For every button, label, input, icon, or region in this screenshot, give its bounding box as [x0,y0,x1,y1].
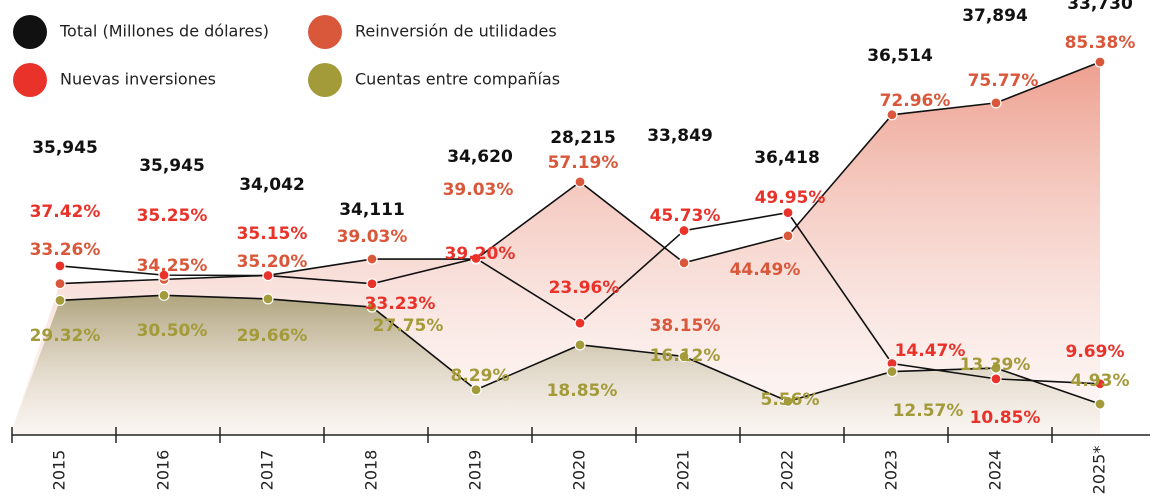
point [886,109,898,121]
data-label: 35.25% [137,206,208,226]
data-label: 16.12% [650,346,721,366]
data-label: 9.69% [1066,342,1125,362]
data-label: 75.77% [968,71,1039,91]
x-tick-label: 2017 [258,450,277,491]
data-label: 57.19% [548,153,619,173]
data-label: 5.56% [761,390,820,410]
x-tick-label: 2024 [986,450,1005,491]
data-label: 33.26% [30,240,101,260]
point [990,373,1002,385]
point [574,176,586,188]
point [366,301,378,313]
data-label: 30.50% [137,321,208,341]
point [678,257,690,269]
x-tick-label: 2019 [466,450,485,491]
data-label: 39.03% [443,180,514,200]
data-label: 23.96% [549,278,620,298]
point [366,253,378,265]
total-label: 34,620 [447,147,513,167]
data-label: 33.23% [365,294,436,314]
data-label: 39.03% [337,227,408,247]
point [782,395,794,407]
x-tick-label: 2022 [778,450,797,491]
point [158,289,170,301]
data-label: 85.38% [1065,33,1136,53]
legend-swatch [308,63,342,97]
point [990,362,1002,374]
data-label: 45.73% [650,206,721,226]
legend-label: Reinversión de utilidades [355,22,557,41]
point [574,339,586,351]
point [262,293,274,305]
legend-label: Nuevas inversiones [60,70,216,89]
legend-swatch [13,15,47,49]
lines [54,56,1106,410]
total-label: 36,418 [754,148,820,168]
total-label: 35,945 [32,138,98,158]
data-label: 13.39% [960,355,1031,375]
legend-label: Cuentas entre compañías [355,70,560,89]
data-label: 14.47% [895,341,966,361]
data-label: 12.57% [893,401,964,421]
data-label: 18.85% [547,381,618,401]
point [158,269,170,281]
x-tick-label: 2015 [50,450,69,491]
point [990,97,1002,109]
x-tick-label: 2016 [154,450,173,491]
total-label: 34,042 [239,175,305,195]
data-label: 10.85% [970,408,1041,428]
x-tick-label: 2025* [1090,446,1109,495]
data-label: 4.93% [1071,371,1130,391]
point [1094,378,1106,390]
point [470,384,482,396]
data-label: 34.25% [137,256,208,276]
point [54,277,66,290]
total-label: 37,894 [962,6,1028,26]
legend-swatch [13,63,47,97]
point [54,294,66,306]
total-label: 35,945 [139,156,205,176]
data-label: 29.32% [30,326,101,346]
data-label: 8.29% [451,366,510,386]
data-label: 72.96% [880,91,951,111]
data-label: 35.20% [237,252,308,272]
area [10,295,1100,435]
legend-label: Total (Millones de dólares) [59,22,269,41]
point [366,278,378,290]
x-tick-label: 2021 [674,450,693,491]
point [886,365,898,378]
x-tick-label: 2020 [570,450,589,491]
data-label: 49.95% [755,188,826,208]
point [1094,56,1106,68]
point [678,350,690,363]
x-tick-label: 2018 [362,450,381,491]
point [1094,398,1106,410]
data-label: 27.75% [373,316,444,336]
point [262,269,274,282]
point [574,317,586,329]
data-label: 37.42% [30,202,101,222]
data-label: 29.66% [237,326,308,346]
data-label: 38.15% [650,316,721,336]
legend-swatch [308,15,342,49]
total-label: 28,215 [550,128,616,148]
point [782,207,794,219]
point [678,224,690,237]
total-label: 36,514 [867,46,933,66]
areas [10,62,1100,435]
total-label: 34,111 [339,200,405,220]
point [470,252,482,264]
data-label: 44.49% [730,260,801,280]
total-label: 33,849 [647,126,713,146]
labels: 35,945 35,945 34,042 34,111 34,620 28,215 33,8… [30,0,1136,428]
point [54,260,66,272]
total-label: 33,730 [1067,0,1133,14]
data-label: 39.20% [445,244,516,264]
point [782,230,794,242]
data-label: 35.15% [237,224,308,244]
x-tick-label: 2023 [882,450,901,491]
